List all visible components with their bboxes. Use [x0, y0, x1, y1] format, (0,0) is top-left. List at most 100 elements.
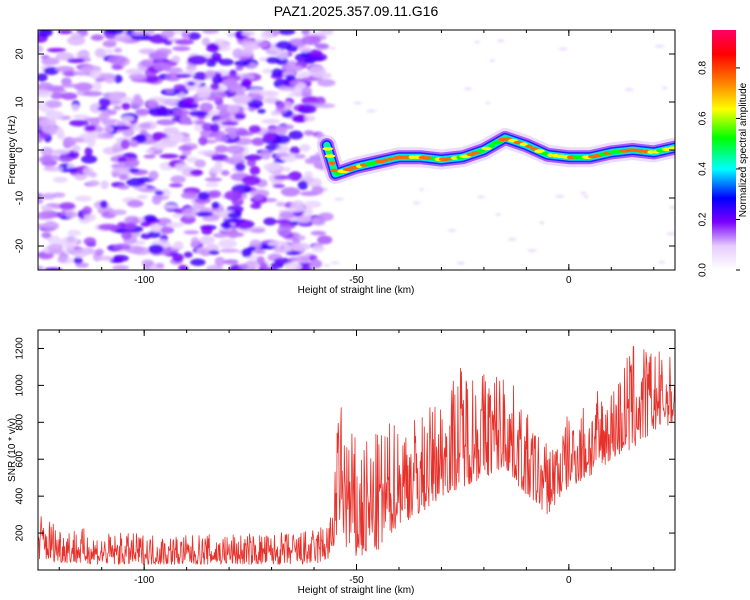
spectrogram-cell	[178, 145, 194, 151]
spectrogram-cell	[558, 47, 568, 51]
spectrogram-cell	[276, 146, 290, 153]
spectrogram-cell	[214, 145, 228, 153]
spectrogram-cell	[262, 132, 276, 142]
spectrogram-cell	[219, 248, 239, 253]
spectrogram-cell	[52, 176, 68, 183]
spectrogram-cell	[47, 47, 67, 53]
spectrogram-cell	[301, 30, 311, 36]
spectrogram-cell	[92, 81, 102, 91]
spectrogram-cell	[235, 65, 244, 71]
spectrogram-xtick-label: -100	[134, 275, 154, 286]
spectrogram-cell	[297, 104, 317, 114]
spectrogram-cell	[194, 120, 206, 125]
spectrogram-xlabel: Height of straight line (km)	[298, 285, 415, 296]
spectrogram-cell	[170, 244, 185, 250]
spectrogram-cell	[241, 175, 261, 186]
spectrogram-cell	[139, 122, 152, 129]
spectrogram-cell	[66, 167, 79, 173]
spectrogram-cell	[297, 235, 306, 241]
spectrogram-cell	[247, 99, 264, 109]
spectrogram-cell	[131, 31, 147, 36]
spectrogram-cell	[489, 59, 495, 63]
spectrogram-cell	[296, 216, 312, 224]
spectrogram-cell	[140, 188, 161, 193]
spectrogram-cell	[47, 235, 61, 245]
spectrogram-cell	[117, 121, 126, 126]
spectrogram-xtick-label: -50	[349, 275, 364, 286]
spectrogram-cell	[150, 224, 162, 233]
spectrogram-cell	[161, 188, 171, 198]
spectrogram-noise	[38, 30, 675, 270]
spectrogram-cell	[292, 114, 309, 123]
spectrogram-cell	[38, 73, 48, 82]
spectrogram-cell	[205, 181, 219, 188]
spectrogram-cell	[140, 220, 152, 227]
spectrogram-cell	[249, 88, 264, 94]
spectrogram-cell	[270, 110, 281, 116]
spectrogram-cell	[72, 70, 91, 76]
figure-title: PAZ1.2025.357.09.11.G16	[274, 3, 439, 19]
spectrogram-cell	[60, 83, 80, 88]
spectrogram-cell	[317, 235, 333, 245]
spectrogram-cell	[111, 166, 131, 177]
spectrogram-cell	[111, 35, 131, 42]
spectrogram-cell	[283, 124, 294, 130]
spectrogram-cell	[205, 69, 216, 78]
spectrogram-ytick-label: 10	[15, 96, 26, 108]
snr-series-line	[38, 345, 675, 565]
spectrogram-cell	[251, 137, 265, 146]
spectrogram-cell	[353, 101, 363, 105]
spectrogram-cell	[247, 246, 256, 252]
spectrogram-cell	[170, 175, 186, 184]
snr-ytick-label: 400	[15, 487, 26, 504]
spectrogram-cell	[133, 93, 142, 103]
spectrogram-cell	[40, 209, 58, 220]
spectrogram-cell	[210, 123, 220, 133]
spectrogram-cell	[87, 180, 100, 187]
spectrogram-cell	[539, 221, 545, 225]
spectrogram-cell	[73, 256, 83, 265]
spectrogram-cell	[120, 116, 135, 122]
spectrogram-cell	[580, 191, 587, 195]
spectrogram-cell	[254, 249, 266, 254]
spectrogram-cell	[38, 30, 53, 37]
spectrogram-cell	[41, 231, 52, 239]
spectrogram-cell	[197, 191, 210, 201]
spectrogram-cell	[124, 158, 140, 168]
spectrogram-cell	[50, 86, 65, 91]
spectrogram-cell	[100, 180, 109, 190]
spectrogram-cell	[84, 124, 97, 132]
spectrogram-cell	[101, 119, 116, 124]
spectrogram-cell	[83, 213, 96, 222]
spectrogram-cell	[238, 263, 248, 270]
spectrogram-cell	[118, 174, 129, 181]
spectrogram-cell	[243, 154, 263, 161]
spectrogram-ytick-label: 0	[15, 147, 26, 153]
spectrogram-cell	[117, 185, 130, 190]
spectrogram-cell	[208, 250, 220, 255]
spectrogram-cell	[84, 146, 93, 157]
spectrogram-cell	[52, 149, 71, 155]
spectrogram-cell	[301, 35, 322, 46]
spectrogram-cell	[102, 40, 117, 48]
spectrogram-cell	[280, 187, 301, 197]
spectrogram-cell	[270, 262, 284, 269]
spectrogram-cell	[180, 97, 195, 104]
spectrogram-cell	[62, 236, 79, 245]
spectrogram-cell	[117, 156, 128, 163]
spectrogram-ridge-peak	[519, 142, 528, 147]
spectrogram-cell	[187, 32, 201, 40]
spectrogram-cell	[195, 211, 213, 217]
spectrogram-cell	[67, 229, 82, 236]
spectrogram-cell	[666, 232, 675, 236]
spectrogram-cell	[103, 125, 114, 134]
spectrogram-cell	[218, 238, 237, 249]
spectrogram-cell	[179, 102, 197, 109]
spectrogram-cell	[148, 52, 160, 58]
spectrogram-cell	[197, 94, 211, 99]
spectrogram-cell	[262, 68, 274, 74]
spectrogram-cell	[59, 202, 76, 210]
spectrogram-cell	[83, 237, 97, 246]
spectrogram-cell	[211, 201, 220, 210]
